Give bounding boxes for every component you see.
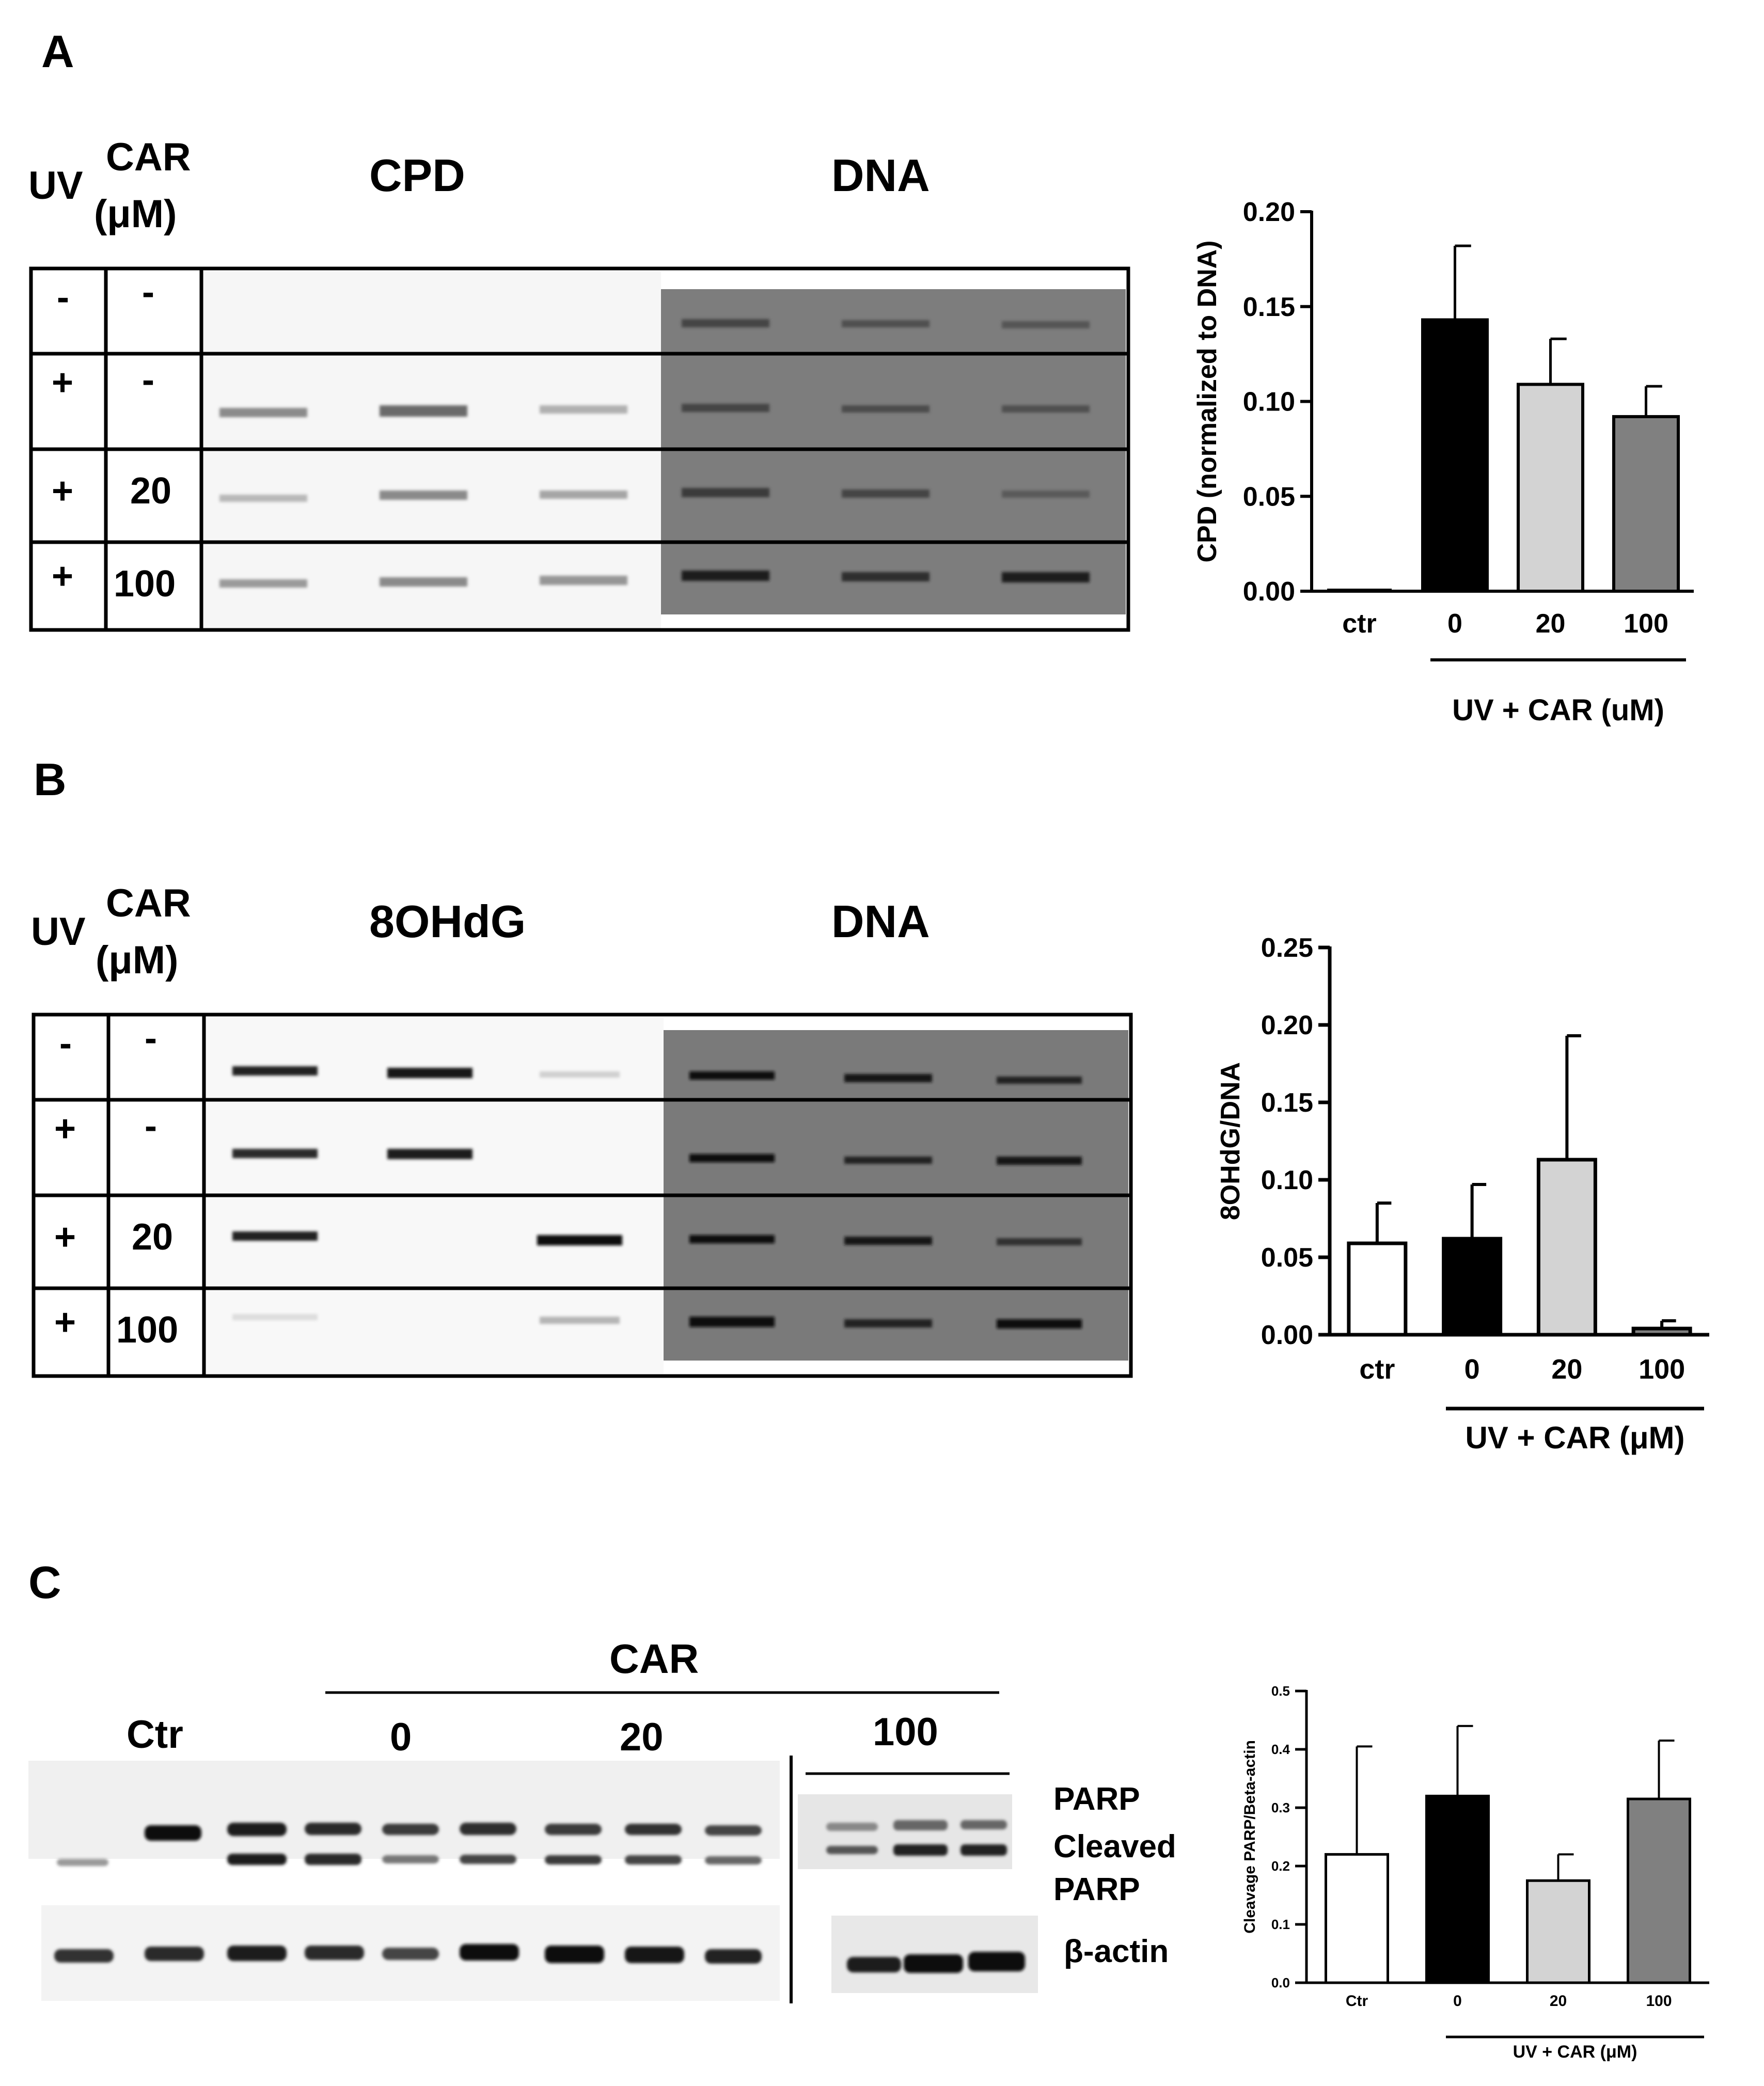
panel-a-row2-uv: + [52, 362, 73, 403]
y-tick-label: 0.5 [1271, 1683, 1290, 1699]
panel-c-bands [54, 1820, 1025, 1973]
y-tick-label: 0.0 [1271, 1975, 1290, 1990]
y-tick-label: 0.4 [1271, 1742, 1290, 1757]
group-label: UV + CAR (μM) [1465, 1420, 1684, 1455]
panel-c-car-label: CAR [609, 1636, 699, 1682]
chart-b: 0.00 0.05 0.10 0.15 0.20 0.25 8OHdG/DNA ctr 0 20 1… [1216, 933, 1709, 1455]
panel-a-row1-car: - [142, 272, 154, 313]
panel-c-group-ctr: Ctr [127, 1713, 183, 1757]
panel-a: A UV CAR (μM) CPD DNA [28, 26, 1694, 727]
panel-b-row4-car: 100 [116, 1309, 178, 1351]
panel-b-blot-left-label: 8OHdG [369, 896, 526, 947]
y-tick-label: 0.20 [1243, 197, 1295, 227]
panel-a-blot-left-label: CPD [369, 150, 465, 201]
y-tick-label: 0.05 [1261, 1243, 1313, 1273]
bar [1425, 1794, 1490, 1984]
panel-a-car-header: CAR [106, 135, 191, 179]
bar [1612, 415, 1680, 593]
y-tick-label: 0.2 [1271, 1858, 1290, 1874]
panel-a-row4-uv: + [52, 556, 73, 597]
bar [1536, 1158, 1597, 1337]
x-tick-label: 20 [1550, 1993, 1567, 2010]
panel-b-row2-car: - [145, 1105, 157, 1147]
panel-b-row4-uv: + [54, 1302, 76, 1343]
y-tick-label: 0.20 [1261, 1010, 1313, 1040]
y-tick-label: 0.00 [1261, 1320, 1313, 1350]
panel-b-blot-right-label: DNA [831, 896, 930, 947]
x-tick-label: 0 [1464, 1354, 1480, 1385]
group-label: UV + CAR (uM) [1452, 693, 1664, 727]
panel-a-row2-car: - [142, 359, 154, 401]
panel-c-label: C [28, 1557, 61, 1608]
panel-b-car-header: CAR [106, 881, 191, 925]
panel-b-row3-car: 20 [132, 1216, 173, 1258]
panel-a-dna-blot [661, 289, 1126, 614]
panel-a-table-grid [29, 266, 1130, 632]
y-tick-label: 0.10 [1243, 387, 1295, 417]
panel-b-car-unit: (μM) [96, 938, 178, 982]
bar [1526, 1879, 1590, 1984]
y-tick-label: 0.15 [1261, 1088, 1313, 1118]
x-tick-label: 20 [1536, 609, 1566, 639]
panel-c-band-parp-2: PARP [1053, 1872, 1140, 1907]
panel-a-blot-right-label: DNA [831, 150, 930, 201]
panel-c-band-cleaved: Cleaved [1053, 1829, 1176, 1864]
panel-b-table-grid [32, 1013, 1133, 1378]
bar [1347, 1241, 1408, 1337]
x-tick-label: ctr [1359, 1354, 1395, 1385]
panel-c-group-100: 100 [873, 1710, 938, 1754]
x-tick-label: 0 [1447, 609, 1462, 639]
y-axis-label: CPD (normalized to DNA) [1192, 241, 1222, 563]
bar [1627, 1797, 1691, 1984]
bar [1631, 1326, 1692, 1337]
panel-a-bands [219, 319, 1090, 588]
x-tick-label: ctr [1342, 609, 1376, 639]
chart-c: 0.0 0.1 0.2 0.3 0.4 0.5 Cleavage PARP/Beta-act… [1241, 1683, 1709, 2062]
x-tick-label: 100 [1624, 609, 1668, 639]
x-tick-label: 100 [1639, 1354, 1685, 1385]
x-tick-label: 0 [1453, 1993, 1462, 2010]
panel-c-parp-blot [28, 1761, 780, 1859]
group-label: UV + CAR (μM) [1513, 2042, 1637, 2062]
panel-c-group-0: 0 [390, 1715, 412, 1759]
bar [1421, 318, 1489, 593]
panel-c-parp-blot-right [798, 1794, 1012, 1869]
panel-a-row3-car: 20 [130, 470, 171, 512]
y-tick-label: 0.05 [1243, 482, 1295, 512]
y-axis-label: 8OHdG/DNA [1216, 1062, 1246, 1220]
x-tick-label: Ctr [1346, 1993, 1368, 2010]
panel-c-band-parp: PARP [1053, 1781, 1140, 1817]
panel-a-row4-car: 100 [114, 563, 176, 605]
bar [1325, 1853, 1389, 1984]
panel-b-label: B [34, 754, 67, 805]
panel-a-row1-uv: - [57, 277, 69, 318]
panel-b-row1-uv: - [59, 1023, 72, 1064]
x-tick-label: 20 [1551, 1354, 1582, 1385]
panel-b-uv-header: UV [31, 910, 86, 954]
panel-a-row3-uv: + [52, 470, 73, 512]
y-tick-label: 0.25 [1261, 933, 1313, 963]
panel-a-car-unit: (μM) [94, 192, 177, 236]
y-tick-label: 0.3 [1271, 1800, 1290, 1815]
panel-a-label: A [41, 26, 74, 77]
y-tick-label: 0.00 [1243, 577, 1295, 607]
panel-b-row1-car: - [145, 1018, 157, 1059]
panel-c-band-beta-actin: β-actin [1064, 1934, 1169, 1969]
y-axis-label: Cleavage PARP/Beta-actin [1241, 1740, 1258, 1934]
x-tick-label: 100 [1646, 1993, 1672, 2010]
y-tick-label: 0.1 [1271, 1917, 1290, 1932]
y-tick-label: 0.10 [1261, 1165, 1313, 1195]
panel-b-bands [232, 1066, 1082, 1329]
panel-c: C CAR Ctr 0 20 100 [28, 1557, 1709, 2062]
bar [1442, 1237, 1503, 1337]
panel-a-uv-header: UV [28, 164, 83, 208]
panel-b: B UV CAR (μM) 8OHdG DNA [31, 754, 1709, 1455]
chart-a: 0.00 0.05 0.10 0.15 0.20 CPD (normalized to D… [1192, 197, 1694, 727]
panel-b-row3-uv: + [54, 1216, 76, 1258]
bar [1517, 383, 1584, 593]
panel-c-group-20: 20 [620, 1715, 664, 1759]
y-tick-label: 0.15 [1243, 292, 1295, 322]
panel-b-row2-uv: + [54, 1108, 76, 1149]
